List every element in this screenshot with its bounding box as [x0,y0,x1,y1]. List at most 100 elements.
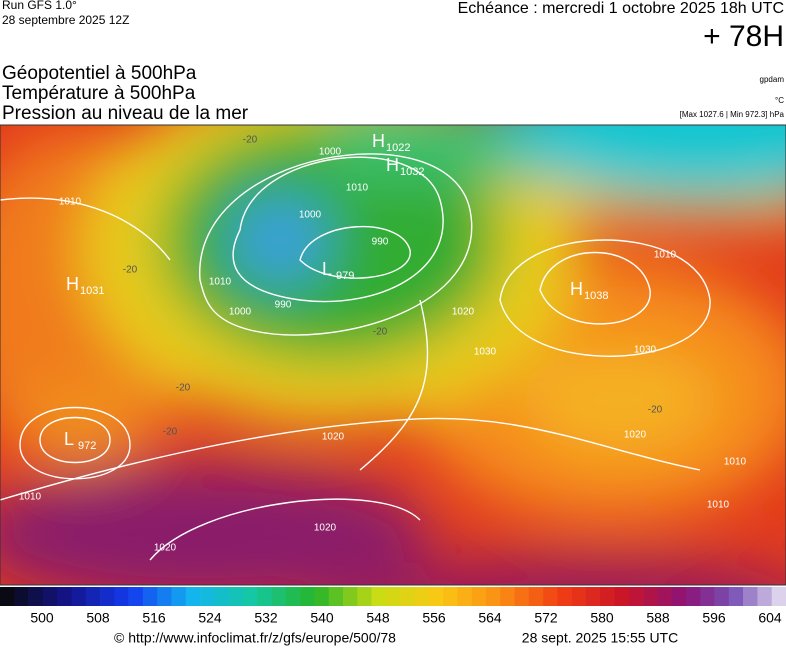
colorbar-tick-label: 548 [366,610,390,626]
unit: gpdam [760,75,785,84]
colorbar-swatch [357,587,372,606]
isobar-label: 1010 [707,500,730,511]
center-letter: H [66,274,79,294]
run-label: Run GFS 1.0° [2,0,77,12]
isobar-label: 1030 [474,347,497,358]
colorbar-swatch [614,587,630,606]
colorbar-swatch [714,587,730,606]
center-value: 1022 [386,142,410,154]
isobar-label: 1010 [19,492,42,503]
colorbar-swatch [257,587,272,606]
colorbar-swatch [600,587,615,606]
source-url: © http://www.infoclimat.fr/z/gfs/europe/… [114,630,396,646]
colorbar-swatch [328,587,344,606]
colorbar-swatch [414,587,430,606]
center-value: 972 [78,440,96,452]
colorbar-swatch [185,587,201,606]
isobar-label: 1010 [724,457,747,468]
colorbar-tick-label: 500 [30,610,54,626]
colorbar-swatch [371,587,387,606]
colorbar-swatch [42,587,58,606]
colorbar-swatch [314,587,329,606]
colorbar-swatch [528,587,544,606]
colorbar-swatch [14,587,29,606]
colorbar-swatch [171,587,187,606]
colorbar-swatch [757,587,773,606]
colorbar-swatch [242,587,258,606]
center-value: 1031 [80,285,104,297]
isobar-label: 1010 [346,183,369,194]
colorbar-swatch [214,587,229,606]
temperature-label: -20 [373,327,388,338]
isobar-label: 990 [372,237,389,248]
colorbar-swatch [142,587,158,606]
colorbar-swatch [100,587,115,606]
title: Géopotentiel à 500hPa [2,63,197,84]
colorbar-swatch [657,587,672,606]
isobar-label: 1020 [624,430,647,441]
isobar-label: 1010 [654,250,677,261]
isobar-label: 990 [275,300,292,311]
colorbar-swatch [85,587,101,606]
colorbar-swatch [771,587,786,606]
isobar-label: 1010 [59,197,82,208]
map-frame [0,124,786,586]
temperature-label: -20 [123,265,138,276]
colorbar-swatch [685,587,701,606]
isobar-label: 1000 [229,307,252,318]
run-date: 28 septembre 2025 12Z [2,13,129,27]
colorbar-swatch [643,587,658,606]
unit: °C [775,96,784,105]
lead-time: + 78H [703,20,784,53]
center-letter: L [64,429,74,449]
colorbar-swatch [285,587,301,606]
colorbar-swatch [628,587,644,606]
colorbar-tick-label: 596 [702,610,726,626]
temperature-label: -20 [163,427,178,438]
colorbar-tick-label: 588 [646,610,670,626]
center-letter: H [570,279,583,299]
colorbar-swatch [128,587,144,606]
temperature-label: -20 [176,383,191,394]
temperature-label: -20 [648,405,663,416]
colorbar-swatch [700,587,715,606]
colorbar-swatch [743,587,758,606]
colorbar-swatch [471,587,487,606]
colorbar-tick-label: 556 [422,610,446,626]
colorbar-tick-label: 524 [198,610,222,626]
colorbar-tick-label: 580 [590,610,614,626]
temperature-label: -20 [243,135,258,146]
colorbar-swatch [443,587,458,606]
colorbar: 500 508 516 524 532 540 548 556 564 572 580 588 596 6… [0,587,786,626]
colorbar-tick-label: 564 [478,610,502,626]
isobar-label: 1020 [154,543,177,554]
center-value: 1038 [584,290,608,302]
isobar-label: 1020 [314,523,337,534]
isobar-label: 1010 [209,277,232,288]
colorbar-swatch [157,587,172,606]
colorbar-swatch [114,587,129,606]
center-letter: L [322,259,332,279]
colorbar-swatch [514,587,530,606]
center-letter: H [386,155,399,175]
unit: [Max 1027.6 | Min 972.3] hPa [680,110,785,119]
colorbar-swatch [71,587,87,606]
center-value: 1032 [400,166,424,178]
generated-time: 28 sept. 2025 15:55 UTC [522,630,678,646]
colorbar-swatch [728,587,744,606]
colorbar-swatch [57,587,72,606]
colorbar-tick-label: 516 [142,610,166,626]
isobar-label: 1020 [322,432,345,443]
colorbar-swatch [571,587,587,606]
map-field [0,125,786,585]
colorbar-swatch [457,587,472,606]
colorbar-swatch [228,587,244,606]
colorbar-swatch [300,587,315,606]
colorbar-tick-label: 572 [534,610,558,626]
colorbar-swatch [543,587,558,606]
colorbar-tick-label: 604 [758,610,782,626]
colorbar-swatch [342,587,358,606]
isobar-label: 1000 [319,147,342,158]
